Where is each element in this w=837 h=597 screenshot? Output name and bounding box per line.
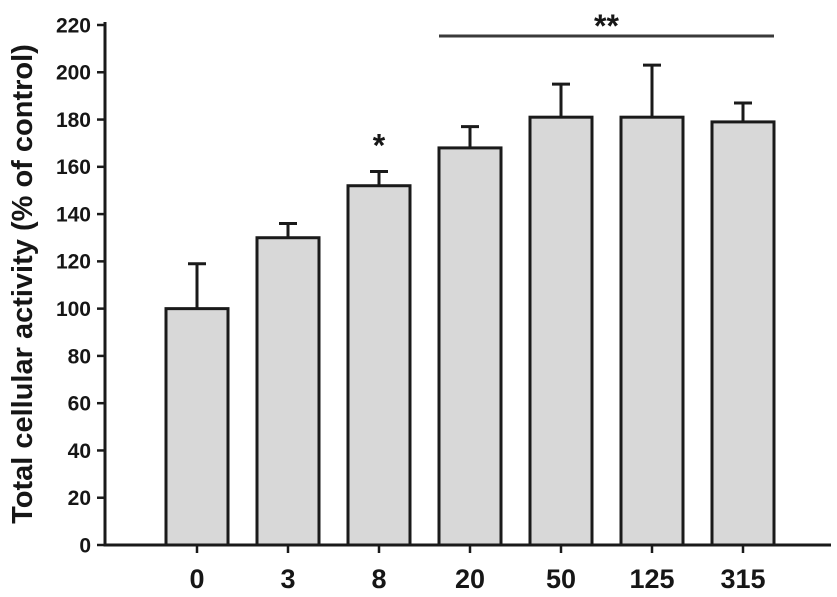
bar <box>346 184 412 547</box>
y-tick-label: 160 <box>56 156 91 179</box>
significance-stars: ** <box>594 8 619 44</box>
x-tick-label: 3 <box>280 564 295 594</box>
x-tick-label: 8 <box>371 564 386 594</box>
plot-area: 0 20 40 60 80 100 120 140 160 180 200 220 0 3 8 20 50 125… <box>56 8 831 594</box>
y-tick-label: 140 <box>56 203 91 226</box>
bar <box>255 236 321 547</box>
y-tick-label: 220 <box>56 14 91 37</box>
x-tick-label: 20 <box>455 564 485 594</box>
y-tick-label: 120 <box>56 251 91 274</box>
bar <box>437 146 503 547</box>
bar <box>710 120 776 547</box>
bar <box>619 115 685 547</box>
y-tick-label: 100 <box>56 298 91 321</box>
y-tick-label: 200 <box>56 62 91 85</box>
x-tick-label: 0 <box>189 564 204 594</box>
x-tick-label: 50 <box>546 564 576 594</box>
x-tick-label: 125 <box>629 564 674 594</box>
y-tick-label: 20 <box>68 487 91 510</box>
x-tick-label: 315 <box>720 564 765 594</box>
y-tick-label: 60 <box>68 393 91 416</box>
y-tick-label: 0 <box>79 534 91 557</box>
y-tick-label: 40 <box>68 440 91 463</box>
y-axis-title: Total cellular activity (% of control) <box>7 44 39 524</box>
y-tick-label: 80 <box>68 345 91 368</box>
y-tick-label: 180 <box>56 109 91 132</box>
significance-star: * <box>373 128 386 164</box>
bar <box>528 115 594 547</box>
bar <box>164 307 230 547</box>
